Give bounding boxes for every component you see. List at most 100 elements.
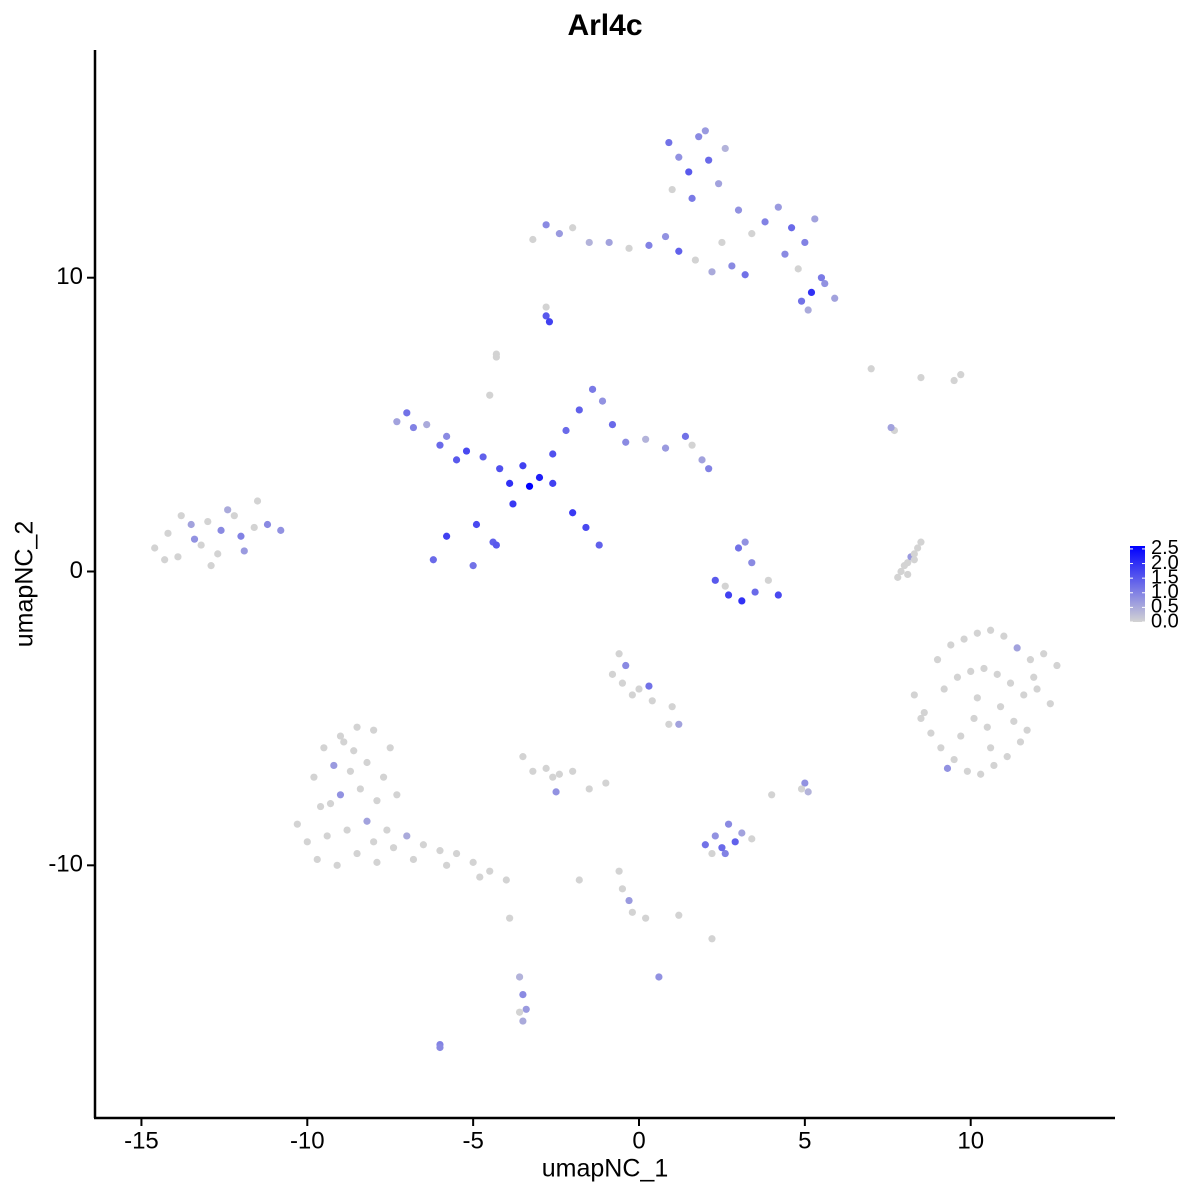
point — [263, 520, 272, 529]
point — [804, 306, 812, 314]
point — [718, 844, 726, 852]
point — [724, 591, 733, 599]
point — [605, 238, 613, 247]
point — [336, 791, 345, 799]
point — [705, 156, 713, 164]
y-tick-label: 0 — [70, 557, 83, 584]
point — [701, 841, 709, 849]
point — [675, 720, 683, 728]
point — [506, 479, 514, 487]
point — [542, 764, 550, 772]
point — [542, 303, 550, 311]
point — [443, 861, 451, 869]
point — [642, 435, 650, 443]
point — [977, 770, 985, 778]
y-axis-label: umapNC_2 — [11, 521, 39, 647]
point — [552, 788, 560, 796]
point — [443, 432, 451, 440]
point — [293, 820, 301, 828]
point — [957, 732, 965, 740]
point — [230, 512, 238, 520]
point — [691, 256, 699, 264]
point — [787, 224, 796, 232]
point — [386, 744, 394, 752]
point — [635, 685, 643, 693]
point — [738, 597, 746, 605]
point — [373, 858, 381, 866]
point — [389, 844, 398, 852]
point — [569, 224, 577, 232]
point — [207, 562, 215, 570]
point — [409, 855, 418, 864]
point — [734, 544, 743, 552]
point — [409, 423, 418, 432]
point — [436, 441, 444, 449]
point — [688, 194, 696, 202]
point — [436, 847, 444, 855]
point — [937, 744, 945, 752]
point — [741, 538, 749, 546]
point — [509, 500, 517, 508]
point — [748, 230, 756, 238]
point — [943, 764, 952, 772]
point — [821, 279, 829, 288]
point — [897, 567, 905, 576]
x-tick-label: -10 — [290, 1127, 325, 1154]
point — [585, 238, 593, 247]
point — [675, 247, 683, 255]
point — [927, 729, 935, 737]
point — [542, 312, 550, 320]
point — [807, 288, 816, 296]
point — [569, 767, 577, 775]
x-tick-label: 0 — [632, 1127, 645, 1154]
point — [751, 588, 759, 596]
point — [768, 791, 776, 799]
point — [748, 559, 756, 567]
point — [363, 758, 371, 767]
y-tick-label: -10 — [48, 851, 83, 878]
point — [917, 373, 925, 382]
point — [990, 761, 998, 770]
point — [628, 908, 636, 916]
point — [575, 406, 583, 414]
point — [549, 450, 557, 458]
point — [947, 641, 955, 649]
point — [804, 788, 812, 796]
point — [525, 482, 534, 490]
colorbar-label: 1.0 — [1151, 581, 1179, 603]
point — [794, 265, 802, 273]
point — [708, 849, 716, 858]
point — [668, 185, 676, 194]
point — [661, 444, 670, 452]
point — [1010, 717, 1018, 725]
point — [894, 573, 902, 581]
point — [797, 297, 806, 305]
point — [1033, 685, 1041, 693]
point — [701, 127, 709, 135]
point — [214, 550, 222, 558]
point — [393, 418, 401, 426]
point — [303, 838, 311, 846]
point — [353, 849, 361, 858]
point — [711, 576, 719, 584]
point — [151, 544, 159, 552]
point — [960, 635, 968, 643]
point — [953, 673, 962, 681]
point — [346, 767, 355, 775]
point — [655, 973, 663, 981]
point — [1016, 738, 1025, 746]
point — [1026, 656, 1035, 664]
point — [688, 441, 696, 449]
point — [452, 849, 461, 858]
point — [817, 274, 826, 282]
point — [486, 391, 494, 399]
point — [970, 714, 978, 723]
point — [502, 876, 510, 884]
point — [741, 271, 749, 279]
point — [363, 817, 371, 825]
point — [608, 670, 617, 678]
point — [469, 858, 477, 866]
point — [681, 432, 690, 440]
point — [675, 153, 683, 161]
colorbar-label: 0.0 — [1151, 610, 1179, 632]
